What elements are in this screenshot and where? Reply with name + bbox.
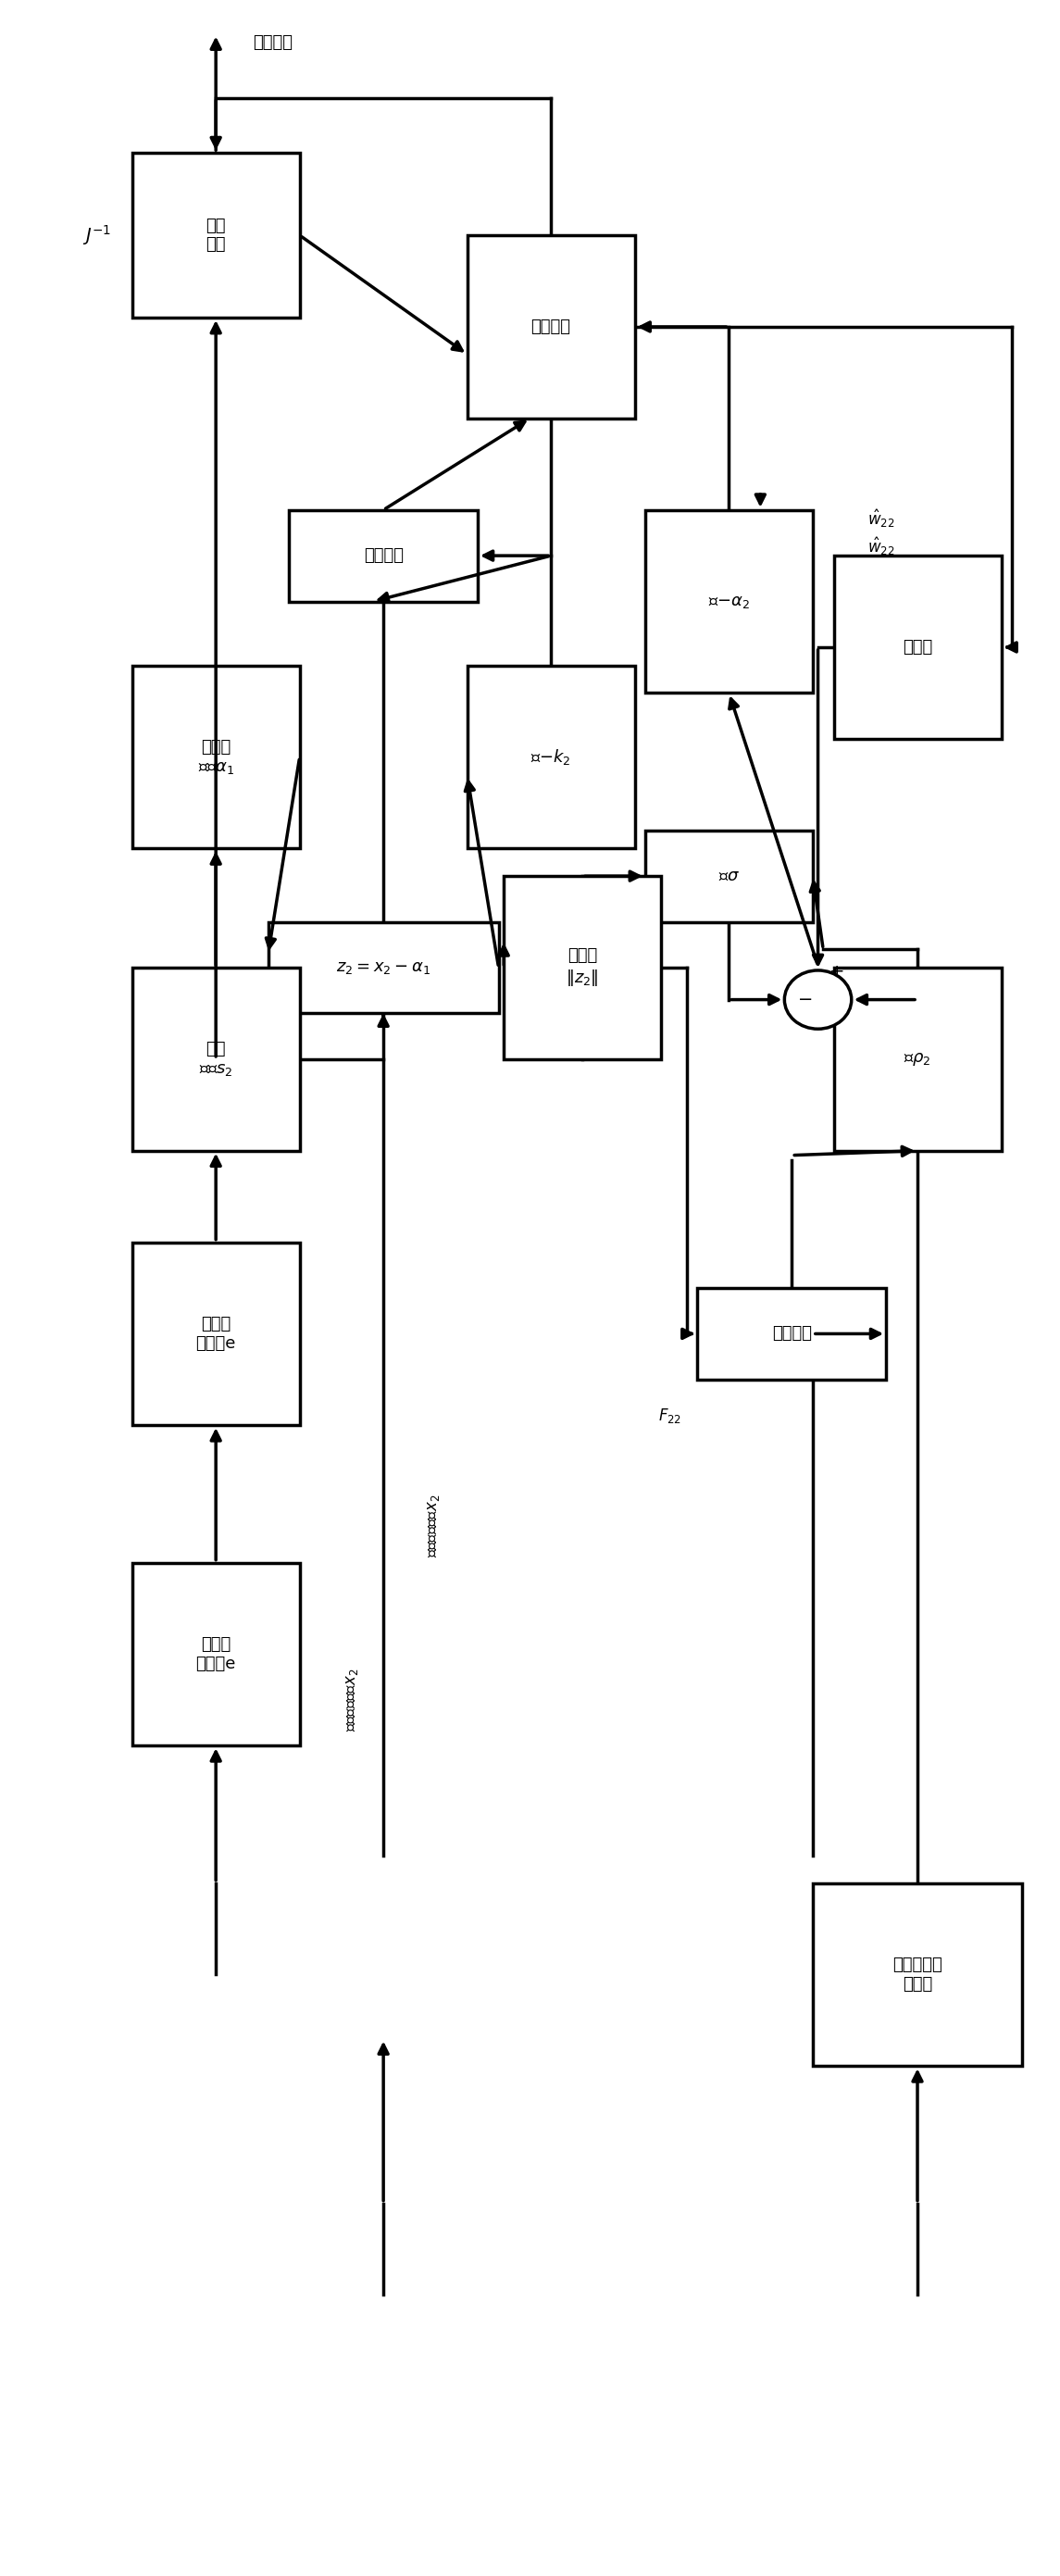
FancyBboxPatch shape: [132, 152, 300, 317]
Text: $\hat{w}_{22}$: $\hat{w}_{22}$: [867, 536, 895, 556]
FancyBboxPatch shape: [646, 510, 813, 693]
Text: 虚拟控
制率$\alpha_1$: 虚拟控 制率$\alpha_1$: [198, 739, 234, 775]
Text: 正切函
数处理e: 正切函 数处理e: [196, 1316, 236, 1352]
Text: 求范数
$\|z_2\|$: 求范数 $\|z_2\|$: [566, 948, 599, 987]
Text: 三者相乘: 三者相乘: [531, 319, 571, 335]
Text: 两者相乘: 两者相乘: [772, 1327, 812, 1342]
Text: 求积分: 求积分: [902, 639, 933, 654]
Text: 乘$-\alpha_2$: 乘$-\alpha_2$: [708, 592, 749, 611]
FancyBboxPatch shape: [268, 922, 498, 1012]
FancyBboxPatch shape: [646, 829, 813, 922]
Text: 实际运行速度$x_2$: 实际运行速度$x_2$: [425, 1494, 442, 1558]
FancyBboxPatch shape: [504, 876, 660, 1059]
FancyBboxPatch shape: [132, 1242, 300, 1425]
FancyBboxPatch shape: [467, 234, 635, 417]
FancyBboxPatch shape: [833, 969, 1002, 1151]
Text: $\hat{w}_{22}$: $\hat{w}_{22}$: [867, 507, 895, 531]
FancyBboxPatch shape: [467, 665, 635, 848]
Text: 两者相加: 两者相加: [364, 546, 403, 564]
Text: 控制信号: 控制信号: [252, 33, 293, 52]
Text: $F_{22}$: $F_{22}$: [658, 1406, 682, 1425]
Text: 乘$\rho_2$: 乘$\rho_2$: [904, 1051, 931, 1066]
FancyBboxPatch shape: [833, 556, 1002, 739]
FancyBboxPatch shape: [132, 969, 300, 1151]
Text: −: −: [798, 992, 813, 1007]
Circle shape: [784, 971, 851, 1028]
FancyBboxPatch shape: [289, 510, 478, 600]
Text: 实际运行速度$x_2$: 实际运行速度$x_2$: [343, 1669, 360, 1731]
Text: 两者
相乘: 两者 相乘: [206, 216, 226, 252]
Text: $z_2=x_2-\alpha_1$: $z_2=x_2-\alpha_1$: [336, 958, 430, 976]
Text: 轨迹跟
踪误差e: 轨迹跟 踪误差e: [196, 1636, 236, 1672]
FancyBboxPatch shape: [813, 1883, 1022, 2066]
Text: +: +: [829, 963, 845, 981]
Text: 乘$\sigma$: 乘$\sigma$: [719, 868, 740, 884]
Text: 乘$-k_2$: 乘$-k_2$: [531, 747, 571, 768]
FancyBboxPatch shape: [132, 1564, 300, 1747]
FancyBboxPatch shape: [132, 665, 300, 848]
Text: 新行
向量$s_2$: 新行 向量$s_2$: [199, 1041, 233, 1077]
FancyBboxPatch shape: [697, 1288, 886, 1381]
Text: 核函数计算
产生器: 核函数计算 产生器: [893, 1958, 942, 1991]
Text: $J^{-1}$: $J^{-1}$: [83, 224, 111, 247]
